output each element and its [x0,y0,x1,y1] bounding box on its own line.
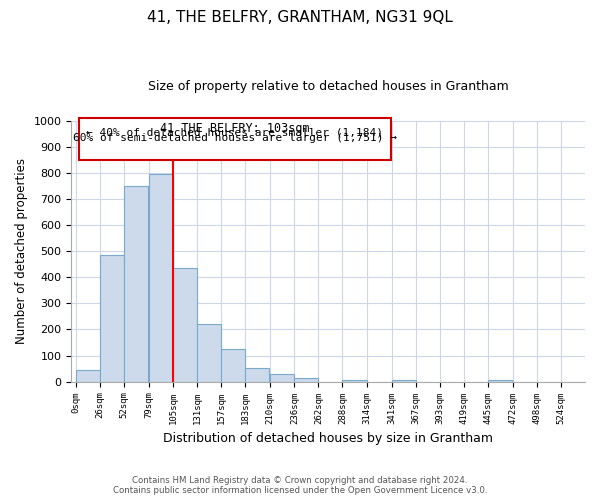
Title: Size of property relative to detached houses in Grantham: Size of property relative to detached ho… [148,80,509,93]
Bar [173,268,197,382]
Text: Contains HM Land Registry data © Crown copyright and database right 2024.
Contai: Contains HM Land Registry data © Crown c… [113,476,487,495]
FancyBboxPatch shape [79,118,391,160]
Text: ← 40% of detached houses are smaller (1,184): ← 40% of detached houses are smaller (1,… [86,128,383,138]
Y-axis label: Number of detached properties: Number of detached properties [15,158,28,344]
Bar [149,174,173,382]
Text: 60% of semi-detached houses are larger (1,751) →: 60% of semi-detached houses are larger (… [73,133,397,143]
Bar [197,324,221,382]
Text: 41, THE BELFRY, GRANTHAM, NG31 9QL: 41, THE BELFRY, GRANTHAM, NG31 9QL [147,10,453,25]
X-axis label: Distribution of detached houses by size in Grantham: Distribution of detached houses by size … [163,432,493,445]
Bar [392,380,416,382]
Text: 41 THE BELFRY: 103sqm: 41 THE BELFRY: 103sqm [160,122,310,134]
Bar [76,370,100,382]
Bar [221,348,245,382]
Bar [124,186,148,382]
Bar [100,254,124,382]
Bar [488,380,512,382]
Bar [343,380,367,382]
Bar [270,374,295,382]
Bar [245,368,269,382]
Bar [295,378,319,382]
